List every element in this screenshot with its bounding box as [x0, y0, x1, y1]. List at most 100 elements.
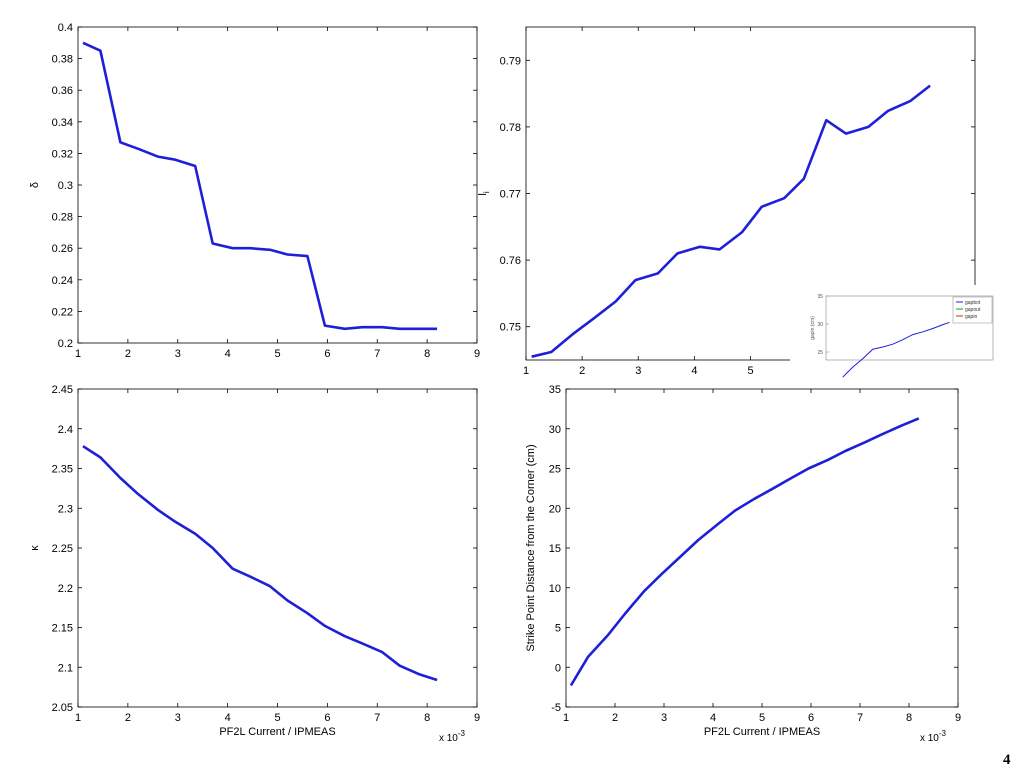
y-tick-label: 0.77 [500, 189, 521, 201]
inset-y-tick-label: 25 [817, 350, 823, 356]
inset-y-axis-label: gapin (cm) [810, 316, 816, 340]
y-tick-label: 0.32 [52, 148, 73, 160]
y-tick-label: 2.4 [58, 424, 73, 436]
x-tick-label: 6 [324, 712, 330, 724]
chart-delta: 0.2 0.22 0.24 0.26 0.28 0.3 0.32 0.34 0.36 0.38 0.… [29, 22, 480, 360]
y-tick-label: 35 [549, 384, 561, 396]
x-axis-label: PF2L Current / IPMEAS [219, 726, 335, 738]
series-line [82, 41, 438, 331]
y-tick-label: 0.26 [52, 243, 73, 255]
y-axis-label: δ [29, 182, 41, 188]
y-axis-label-subscript: i [482, 191, 491, 193]
inset-frame [825, 295, 994, 361]
y-tick-label: -5 [551, 702, 561, 714]
series-line [531, 84, 931, 358]
x-tick-label: 5 [747, 365, 753, 377]
x-tick-label: 8 [906, 712, 912, 724]
plot-frame [565, 388, 959, 708]
inset-series-line [842, 321, 950, 378]
y-tick-label: 15 [549, 543, 561, 555]
inset-y-tick-label: 30 [817, 322, 823, 328]
y-tick-label: 0.2 [58, 338, 73, 350]
x-tick-label: 4 [225, 712, 231, 724]
x-tick-label: 9 [474, 348, 480, 360]
chart-li: 0.75 0.76 0.77 0.78 0.79 1 2 3 4 5 li [477, 26, 976, 377]
y-tick-label: 0.34 [52, 117, 73, 129]
y-tick-label: 2.3 [58, 503, 73, 515]
y-tick-label: 2.25 [52, 543, 73, 555]
x-tick-label: 5 [274, 712, 280, 724]
page-number: 4 [1003, 752, 1011, 768]
x-tick-label: 4 [225, 348, 231, 360]
y-tick-label: 0.38 [52, 54, 73, 66]
x-tick-label: 1 [563, 712, 569, 724]
x-tick-label: 8 [424, 712, 430, 724]
y-axis-label: Strike Point Distance from the Corner (c… [525, 444, 537, 651]
inset-legend-label: gapout [965, 307, 981, 313]
x-axis-multiplier: x 10-3 [439, 729, 466, 744]
x-tick-label: 2 [125, 712, 131, 724]
y-tick-label: 0.78 [500, 122, 521, 134]
x-tick-label: 9 [474, 712, 480, 724]
x-tick-label: 1 [523, 365, 529, 377]
y-tick-label: 5 [555, 623, 561, 635]
x-tick-label: 2 [612, 712, 618, 724]
x-tick-label: 3 [635, 365, 641, 377]
y-tick-label: 2.15 [52, 623, 73, 635]
x-tick-label: 1 [75, 348, 81, 360]
x-tick-label: 2 [579, 365, 585, 377]
x-axis-multiplier-exponent: -3 [458, 729, 466, 738]
y-axis-label: κ [29, 545, 41, 551]
x-tick-label: 3 [661, 712, 667, 724]
x-axis-label: PF2L Current / IPMEAS [704, 726, 820, 738]
y-tick-label: 2.45 [52, 384, 73, 396]
x-axis-multiplier-exponent: -3 [939, 729, 947, 738]
y-tick-label: 0 [555, 662, 561, 674]
x-tick-label: 6 [324, 348, 330, 360]
x-tick-label: 9 [955, 712, 961, 724]
inset-legend-label: gapin [965, 314, 977, 320]
x-tick-label: 8 [424, 348, 430, 360]
x-tick-label: 3 [175, 712, 181, 724]
x-tick-label: 4 [691, 365, 697, 377]
x-tick-label: 2 [125, 348, 131, 360]
y-tick-label: 2.2 [58, 583, 73, 595]
x-tick-label: 1 [75, 712, 81, 724]
y-tick-label: 0.24 [52, 275, 73, 287]
y-tick-label: 2.05 [52, 702, 73, 714]
chart-strike: -5 0 5 10 15 20 25 30 35 1 2 3 4 5 6 7 8 9 Strike Point Di… [525, 384, 961, 744]
y-tick-label: 0.3 [58, 180, 73, 192]
inset-legend-label: gapbot [965, 300, 981, 306]
y-tick-label: 0.76 [500, 255, 521, 267]
inset-legend [952, 296, 993, 324]
y-tick-label: 20 [549, 503, 561, 515]
x-tick-label: 4 [710, 712, 716, 724]
x-tick-label: 7 [374, 712, 380, 724]
series-line [82, 445, 438, 682]
x-tick-label: 7 [374, 348, 380, 360]
y-tick-label: 0.28 [52, 212, 73, 224]
x-tick-label: 6 [808, 712, 814, 724]
plot-frame [77, 388, 478, 708]
series-line [569, 417, 920, 687]
x-tick-label: 7 [857, 712, 863, 724]
y-tick-label: 0.36 [52, 85, 73, 97]
y-tick-label: 25 [549, 464, 561, 476]
x-tick-label: 3 [175, 348, 181, 360]
x-tick-label: 5 [759, 712, 765, 724]
y-tick-label: 2.35 [52, 464, 73, 476]
y-tick-label: 2.1 [58, 662, 73, 674]
y-tick-label: 0.75 [500, 322, 521, 334]
inset-y-tick-label: 35 [817, 294, 823, 300]
y-tick-label: 30 [549, 424, 561, 436]
y-tick-label: 0.22 [52, 306, 73, 318]
y-tick-label: 0.4 [58, 22, 73, 34]
y-tick-label: 10 [549, 583, 561, 595]
y-axis-label: li [477, 191, 491, 195]
chart-kappa: 2.05 2.1 2.15 2.2 2.25 2.3 2.35 2.4 2.45 1 2 3 4 5 6 7 8… [29, 384, 480, 744]
x-axis-multiplier: x 10-3 [920, 729, 947, 744]
y-tick-label: 0.79 [500, 55, 521, 67]
x-tick-label: 5 [274, 348, 280, 360]
